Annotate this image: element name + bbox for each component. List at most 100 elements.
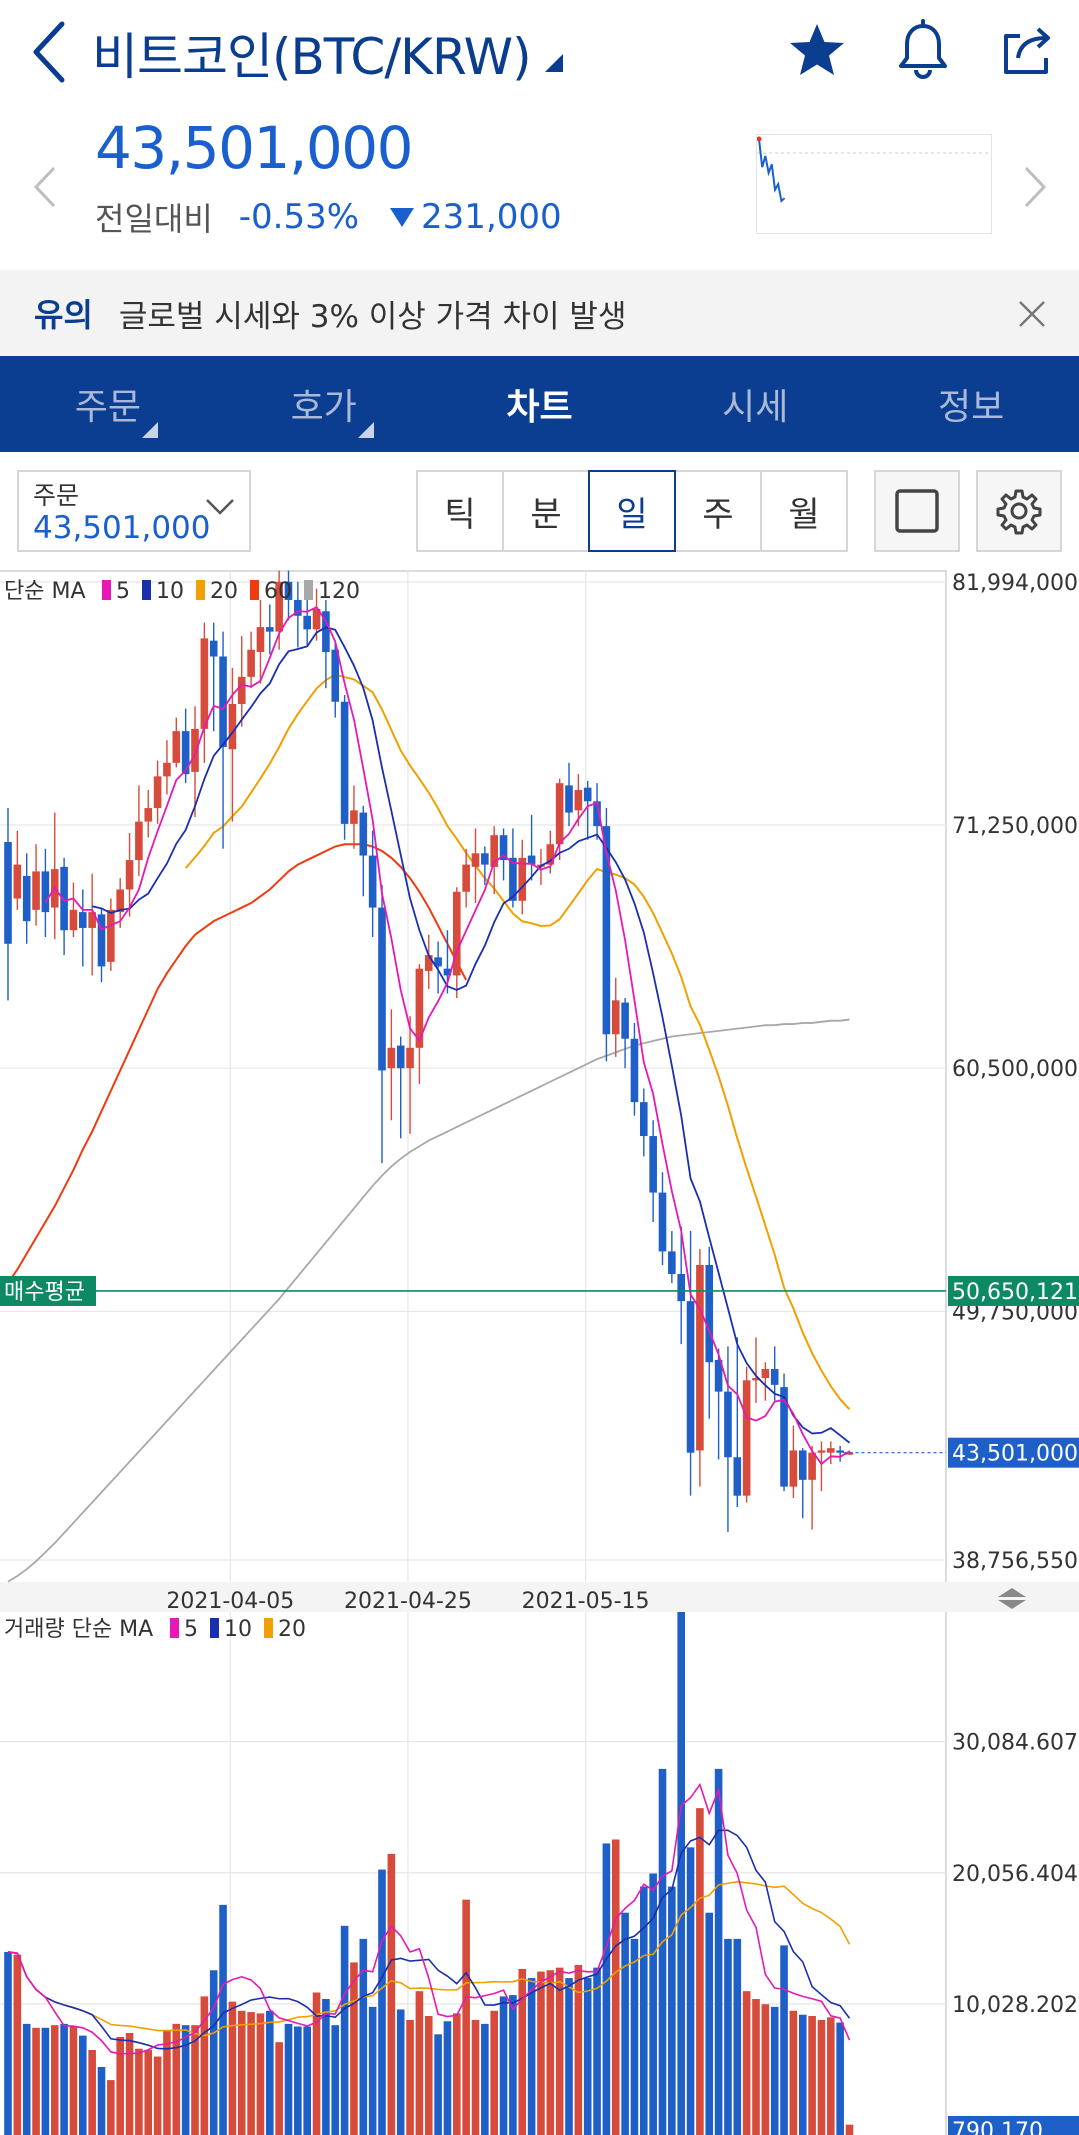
period-tick[interactable]: 틱 bbox=[416, 470, 504, 552]
candle-body bbox=[602, 826, 611, 1035]
candle bbox=[359, 805, 368, 897]
candle bbox=[583, 780, 592, 840]
candle-body bbox=[640, 1102, 648, 1137]
candle-body bbox=[247, 649, 255, 677]
avg-buy-value: 50,650,121 bbox=[952, 1280, 1078, 1305]
candle-body bbox=[770, 1369, 779, 1385]
volume-bar bbox=[696, 1808, 704, 2135]
candle-body bbox=[97, 914, 106, 967]
candle-body bbox=[696, 1264, 704, 1451]
square-icon bbox=[895, 489, 939, 533]
candle-body bbox=[752, 1378, 760, 1381]
candle bbox=[415, 964, 424, 1085]
candle-body bbox=[836, 1450, 844, 1453]
y-tick-label: 38,756,550 bbox=[952, 1549, 1078, 1574]
candle-body bbox=[668, 1251, 676, 1275]
bell-icon bbox=[899, 19, 947, 79]
candle-body bbox=[555, 783, 564, 845]
volume-bar bbox=[789, 2010, 798, 2135]
period-week[interactable]: 주 bbox=[674, 470, 762, 552]
candle bbox=[780, 1373, 788, 1492]
candle-body bbox=[125, 860, 134, 890]
volume-bar bbox=[611, 1839, 620, 2135]
volume-bar bbox=[331, 2025, 340, 2135]
volume-bar bbox=[845, 2124, 854, 2135]
candle-body bbox=[135, 821, 143, 861]
candle-body bbox=[677, 1274, 685, 1302]
volume-bar bbox=[396, 2009, 405, 2135]
candle-body bbox=[13, 864, 22, 899]
candle-body bbox=[649, 1136, 657, 1193]
candle-body bbox=[686, 1301, 695, 1453]
volume-bar bbox=[406, 2019, 414, 2135]
candle-body bbox=[817, 1450, 826, 1453]
tab-info[interactable]: 정보 bbox=[863, 356, 1079, 452]
candle-body bbox=[611, 1000, 620, 1035]
price-legend: 단순 MA 5 10 20 60 120 bbox=[4, 579, 360, 604]
candle-body bbox=[798, 1450, 807, 1480]
tab-orderbook[interactable]: 호가 bbox=[216, 356, 432, 452]
candle bbox=[200, 622, 209, 763]
tab-chart[interactable]: 차트 bbox=[432, 356, 648, 452]
candle bbox=[368, 830, 377, 937]
candle bbox=[481, 846, 489, 885]
legend-swatch bbox=[304, 580, 313, 600]
volume-bar bbox=[640, 1886, 648, 2135]
volume-bar bbox=[200, 1996, 209, 2135]
market-selector[interactable]: 비트코인(BTC/KRW) bbox=[92, 18, 565, 88]
mini-chart[interactable] bbox=[756, 134, 992, 234]
previous-market-button[interactable] bbox=[30, 162, 60, 212]
settings-button[interactable] bbox=[976, 470, 1062, 552]
volume-bar bbox=[322, 1999, 330, 2135]
volume-bar bbox=[88, 2050, 96, 2135]
period-month[interactable]: 월 bbox=[760, 470, 848, 552]
tab-quotes[interactable]: 시세 bbox=[647, 356, 863, 452]
order-price-dropdown[interactable]: 주문 43,501,000 bbox=[17, 470, 251, 552]
candle bbox=[770, 1346, 779, 1401]
notice-close-button[interactable] bbox=[1014, 296, 1050, 332]
candle bbox=[836, 1445, 844, 1462]
period-minute[interactable]: 분 bbox=[502, 470, 590, 552]
candle-body bbox=[415, 968, 424, 1048]
back-button[interactable] bbox=[28, 18, 72, 86]
pane-splitter[interactable] bbox=[0, 1582, 1079, 1612]
next-market-button[interactable] bbox=[1020, 162, 1050, 212]
volume-bar bbox=[677, 1612, 685, 2135]
volume-legend: 거래량 단순 MA 5 10 20 bbox=[4, 1617, 306, 1642]
candle bbox=[527, 814, 536, 881]
candle bbox=[163, 740, 171, 795]
fullscreen-button[interactable] bbox=[874, 470, 960, 552]
candle-body bbox=[209, 640, 218, 657]
change-percent: -0.53% bbox=[238, 197, 360, 237]
candle-body bbox=[453, 891, 461, 976]
candle bbox=[733, 1337, 742, 1507]
chevron-left-icon bbox=[33, 21, 65, 83]
notice-tag: 유의 bbox=[34, 296, 93, 334]
caret-down-icon bbox=[544, 54, 563, 72]
candle bbox=[88, 873, 96, 976]
price-volume-chart[interactable]: 단순 MA 5 10 20 60 120 81,994,000 71,250,000 60,50… bbox=[0, 570, 1079, 2135]
volume-bar bbox=[499, 1996, 508, 2135]
volume-bar bbox=[359, 1938, 368, 2135]
period-day[interactable]: 일 bbox=[588, 470, 676, 552]
x-tick-label: 2021-04-25 bbox=[344, 1589, 472, 1614]
chart-area[interactable]: 단순 MA 5 10 20 60 120 81,994,000 71,250,000 60,50… bbox=[0, 570, 1079, 2135]
favorite-button[interactable] bbox=[784, 18, 850, 84]
legend-prefix: 거래량 단순 MA bbox=[4, 1617, 153, 1642]
candle-body bbox=[368, 855, 377, 908]
volume-bar bbox=[481, 2023, 489, 2135]
tab-order[interactable]: 주문 bbox=[0, 356, 216, 452]
candle-body bbox=[228, 704, 237, 750]
volume-bar bbox=[733, 1938, 742, 2135]
volume-bar bbox=[574, 1965, 583, 2135]
volume-bar bbox=[256, 2013, 265, 2135]
share-button[interactable] bbox=[994, 18, 1060, 84]
volume-bar bbox=[453, 2013, 461, 2135]
volume-bar bbox=[780, 1945, 788, 2135]
candle-body bbox=[827, 1448, 835, 1453]
candle-body bbox=[546, 844, 555, 865]
legend-period: 5 bbox=[184, 1617, 198, 1642]
chart-background bbox=[0, 570, 1079, 2135]
candle bbox=[13, 830, 22, 910]
alert-button[interactable] bbox=[890, 18, 956, 84]
